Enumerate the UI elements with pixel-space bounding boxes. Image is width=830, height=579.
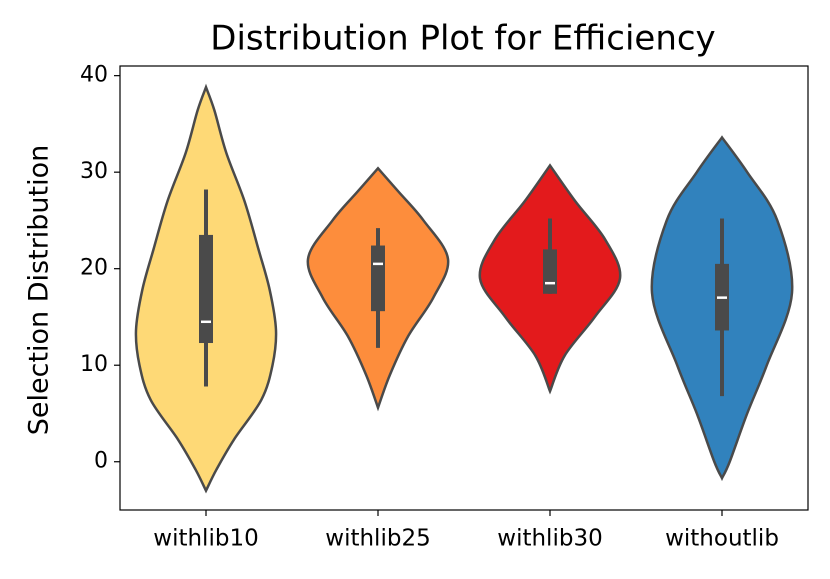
- y-tick-label: 10: [80, 352, 108, 377]
- y-tick-label: 20: [80, 256, 108, 281]
- x-tick-label: withlib10: [153, 526, 258, 552]
- x-tick-label: withlib25: [325, 526, 430, 552]
- y-tick-label: 0: [94, 449, 108, 474]
- y-tick-label: 40: [80, 63, 108, 88]
- box: [199, 234, 213, 344]
- y-tick-label: 30: [80, 159, 108, 184]
- box: [371, 245, 385, 312]
- chart-title: Distribution Plot for Efficiency: [210, 19, 715, 59]
- x-tick-label: withlib30: [497, 526, 602, 552]
- y-axis-label: Selection Distribution: [24, 145, 55, 436]
- plot-frame: [119, 65, 809, 511]
- x-tick-label: withoutlib: [665, 526, 779, 552]
- box: [543, 249, 557, 294]
